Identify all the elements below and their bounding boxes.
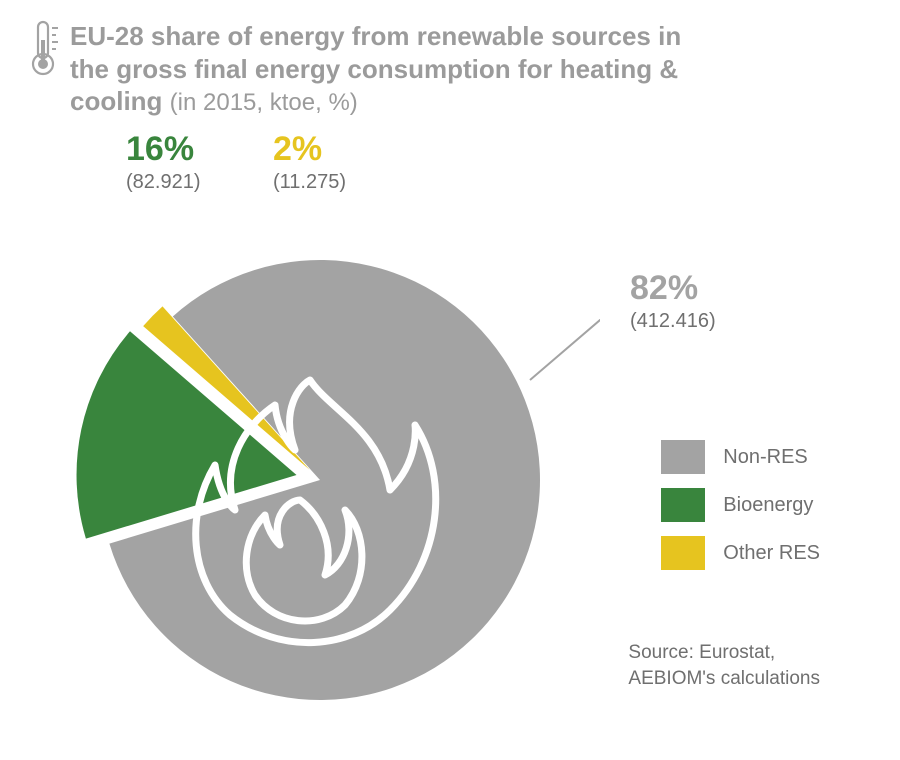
label-other-res-pct: 2%: [273, 129, 346, 170]
label-bioenergy-val: (82.921): [126, 170, 201, 194]
page-title: EU-28 share of energy from renewable sou…: [70, 20, 860, 118]
leader-line-non-res: [530, 320, 600, 380]
header: EU-28 share of energy from renewable sou…: [70, 20, 860, 118]
legend-swatch-bioenergy: [661, 488, 705, 522]
label-bioenergy: 16% (82.921): [126, 129, 201, 194]
thermometer-icon: [28, 18, 58, 78]
label-non-res-val: (412.416): [630, 309, 716, 333]
title-line-3: cooling: [70, 86, 162, 116]
label-non-res-pct: 82%: [630, 268, 716, 309]
legend-swatch-other-res: [661, 536, 705, 570]
legend-label-other-res: Other RES: [723, 542, 820, 565]
source-line-2: AEBIOM's calculations: [628, 666, 820, 692]
title-line-2: the gross final energy consumption for h…: [70, 54, 678, 84]
legend-item-bioenergy: Bioenergy: [661, 488, 820, 522]
label-other-res: 2% (11.275): [273, 129, 346, 194]
legend-item-other-res: Other RES: [661, 536, 820, 570]
label-non-res: 82% (412.416): [630, 268, 716, 333]
legend-item-non-res: Non-RES: [661, 440, 820, 474]
label-bioenergy-pct: 16%: [126, 129, 201, 170]
legend: Non-RES Bioenergy Other RES: [661, 440, 820, 584]
title-line-1: EU-28 share of energy from renewable sou…: [70, 21, 681, 51]
legend-swatch-non-res: [661, 440, 705, 474]
pie-chart: 16% (82.921) 2% (11.275) 82% (412.416): [40, 150, 600, 730]
legend-label-non-res: Non-RES: [723, 446, 807, 469]
legend-label-bioenergy: Bioenergy: [723, 494, 813, 517]
subtitle: (in 2015, ktoe, %): [170, 89, 358, 116]
pie-svg: [40, 150, 600, 730]
label-other-res-val: (11.275): [273, 170, 346, 194]
source-text: Source: Eurostat, AEBIOM's calculations: [628, 640, 820, 691]
source-line-1: Source: Eurostat,: [628, 640, 820, 666]
